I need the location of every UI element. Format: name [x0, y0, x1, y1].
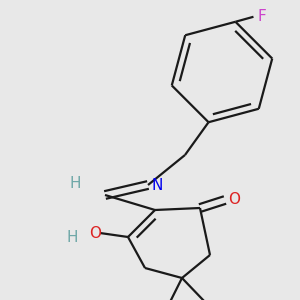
Text: O: O	[89, 226, 101, 241]
Text: F: F	[258, 9, 267, 24]
Text: N: N	[152, 178, 163, 193]
Text: O: O	[228, 193, 240, 208]
Text: H: H	[69, 176, 81, 190]
Text: H: H	[66, 230, 78, 245]
